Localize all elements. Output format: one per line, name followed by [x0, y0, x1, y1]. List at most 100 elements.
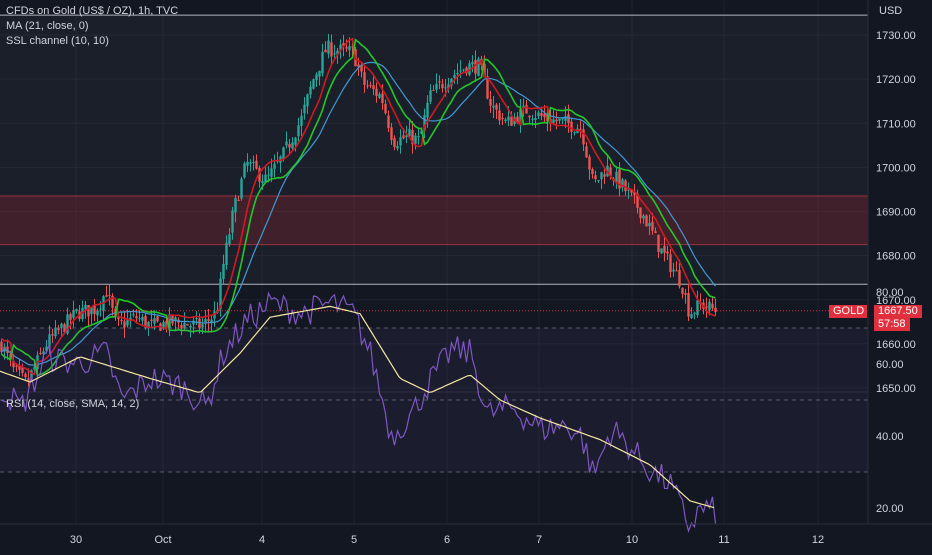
candle-body [21, 367, 24, 373]
candle-body [603, 174, 606, 177]
candle-body [486, 76, 489, 99]
candle-body [633, 191, 636, 195]
candle-body [477, 58, 480, 76]
candle-body [567, 114, 570, 124]
candle-body [450, 78, 453, 86]
ssl-legend[interactable]: SSL channel (10, 10) [6, 35, 109, 47]
candle-body [444, 87, 447, 89]
rsi-legend[interactable]: RSI (14, close, SMA, 14, 2) [6, 398, 140, 410]
candle-body [579, 128, 582, 130]
candle-body [0, 341, 3, 352]
candle-body [708, 301, 711, 311]
price-tick-label: 1730.00 [876, 30, 916, 42]
candle-body [294, 137, 297, 145]
candle-body [339, 44, 342, 50]
candle-body [144, 315, 147, 328]
candle-body [189, 325, 192, 328]
candle-body [90, 307, 93, 315]
candle-body [132, 314, 135, 316]
rsi-line[interactable] [1, 291, 717, 533]
candle-body [282, 147, 285, 159]
candle-body [678, 269, 681, 287]
candle-body [168, 314, 171, 329]
candle-body [660, 248, 663, 254]
candle-body [555, 119, 558, 122]
candle-body [711, 303, 714, 309]
candle-body [84, 304, 87, 310]
candle-body [60, 323, 63, 329]
candle-body [231, 210, 234, 233]
candle-body [414, 135, 417, 144]
price-tick-label: 1680.00 [876, 251, 916, 263]
candle-body [300, 115, 303, 126]
candle-body [669, 254, 672, 272]
price-tick-label: 1670.00 [876, 295, 916, 307]
candle-body [243, 163, 246, 178]
candle-body [441, 83, 444, 89]
candle-body [57, 328, 60, 331]
ssl-down-line[interactable] [1, 38, 716, 376]
time-tick-label: 30 [70, 534, 82, 546]
countdown-badge: 57:58 [874, 318, 910, 331]
rsi-ma-line[interactable] [0, 305, 715, 509]
candle-body [714, 307, 717, 313]
candle-body [237, 199, 240, 201]
candle-body [180, 324, 183, 329]
candle-body [363, 72, 366, 85]
candle-body [498, 110, 501, 121]
ma-legend[interactable]: MA (21, close, 0) [6, 20, 89, 32]
candle-body [531, 118, 534, 120]
candle-body [423, 115, 426, 131]
candle-body [459, 70, 462, 72]
candle-body [381, 93, 384, 104]
price-axis-bg [868, 0, 932, 550]
candle-body [96, 310, 99, 316]
candle-body [207, 319, 210, 322]
candle-body [693, 312, 696, 314]
candle-body [369, 84, 372, 86]
candle-body [543, 113, 546, 118]
candle-body [609, 167, 612, 177]
ma-21-line[interactable] [1, 61, 716, 366]
candle-body [600, 172, 603, 180]
candle-body [489, 98, 492, 106]
time-tick-label: Oct [154, 534, 171, 546]
range-band [0, 15, 868, 284]
candle-body [267, 174, 270, 176]
candle-body [345, 47, 348, 49]
candle-body [405, 135, 408, 138]
candle-body [537, 112, 540, 117]
candle-body [45, 346, 48, 352]
candle-body [306, 94, 309, 107]
rsi-tick-label: 20.00 [876, 503, 904, 515]
candle-body [201, 324, 204, 328]
candle-body [186, 323, 189, 326]
candle-body [72, 309, 75, 318]
candle-body [105, 295, 108, 297]
candle-body [192, 320, 195, 325]
candle-body [630, 189, 633, 193]
candle-body [120, 320, 123, 322]
candle-body [348, 46, 351, 51]
candle-body [291, 142, 294, 149]
candle-body [378, 94, 381, 98]
candle-body [147, 321, 150, 328]
rsi-tick-label: 40.00 [876, 431, 904, 443]
candle-body [519, 108, 522, 126]
candle-body [384, 103, 387, 114]
candle-body [15, 365, 18, 367]
candle-body [588, 156, 591, 170]
candle-body [6, 346, 9, 354]
candle-body [558, 118, 561, 121]
candle-body [510, 116, 513, 126]
ssl-up-line[interactable] [0, 38, 716, 377]
candle-body [246, 161, 249, 166]
symbol-title: CFDs on Gold (US$ / OZ), 1h, TVC [6, 5, 179, 17]
candle-body [336, 50, 339, 55]
candle-body [393, 138, 396, 147]
candle-body [594, 175, 597, 180]
candle-body [624, 180, 627, 192]
candle-body [621, 179, 624, 188]
